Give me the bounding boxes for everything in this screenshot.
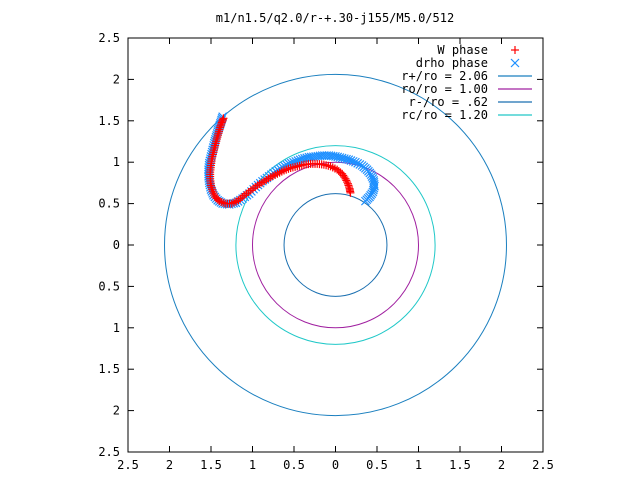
point	[209, 189, 218, 198]
x-tick-label: 1	[249, 458, 256, 472]
circles	[164, 73, 507, 417]
legend-label: ro/ro = 1.00	[401, 82, 488, 96]
point	[342, 176, 351, 185]
y-tick-label: 2	[113, 72, 120, 86]
x-tick-label: 2.5	[117, 458, 139, 472]
x-tick-label: 1.5	[449, 458, 471, 472]
y-tick-label: 2.5	[98, 445, 120, 459]
point	[217, 197, 226, 206]
y-tick-label: 2	[113, 404, 120, 418]
point	[360, 196, 370, 206]
chart-title: m1/n1.5/q2.0/r-+.30-j155/M5.0/512	[216, 11, 454, 25]
point	[355, 159, 365, 169]
point	[350, 157, 360, 167]
y-tick-label: 2.5	[98, 31, 120, 45]
legend-label: r-/ro = .62	[409, 95, 488, 109]
point	[219, 198, 228, 207]
point	[353, 158, 363, 168]
legend-label: drho phase	[416, 56, 488, 70]
legend-label: r+/ro = 2.06	[401, 69, 488, 83]
x-tick-label: 2.5	[532, 458, 554, 472]
x-tick-label: 2	[498, 458, 505, 472]
legend-marker	[511, 46, 519, 54]
y-tick-label: 1	[113, 321, 120, 335]
phase-points	[204, 112, 379, 209]
point	[215, 197, 224, 206]
series-plus	[206, 114, 355, 208]
x-tick-label: 1.5	[200, 458, 222, 472]
point	[343, 178, 352, 187]
point	[234, 196, 243, 205]
x-tick-label: 0.5	[283, 458, 305, 472]
y-tick-label: 0	[113, 238, 120, 252]
y-tick-label: 1.5	[98, 362, 120, 376]
point	[238, 192, 247, 201]
circle-3	[235, 145, 436, 345]
y-tick-label: 0.5	[98, 197, 120, 211]
series-cross	[204, 112, 379, 209]
x-tick-label: 0	[332, 458, 339, 472]
x-tick-label: 1	[415, 458, 422, 472]
point	[320, 151, 329, 161]
axis-ticks: 2.5 2 1.5 1 0.5 0 0.5 1 1.5 2 2.52.521.510.500.511…	[98, 31, 554, 472]
point	[236, 194, 245, 203]
x-tick-label: 0.5	[366, 458, 388, 472]
point	[346, 188, 355, 197]
circle-2	[283, 193, 388, 297]
y-tick-label: 1.5	[98, 114, 120, 128]
point	[208, 187, 217, 196]
y-tick-label: 0.5	[98, 279, 120, 293]
point	[317, 151, 327, 161]
point	[348, 156, 358, 166]
point	[341, 174, 350, 183]
y-tick-label: 1	[113, 155, 120, 169]
legend-marker	[510, 58, 520, 68]
legend-label: rc/ro = 1.20	[401, 108, 488, 122]
circle-1	[252, 161, 419, 329]
point	[340, 173, 349, 182]
circle-0	[164, 73, 507, 417]
x-tick-label: 2	[166, 458, 173, 472]
legend-label: W phase	[437, 43, 488, 57]
